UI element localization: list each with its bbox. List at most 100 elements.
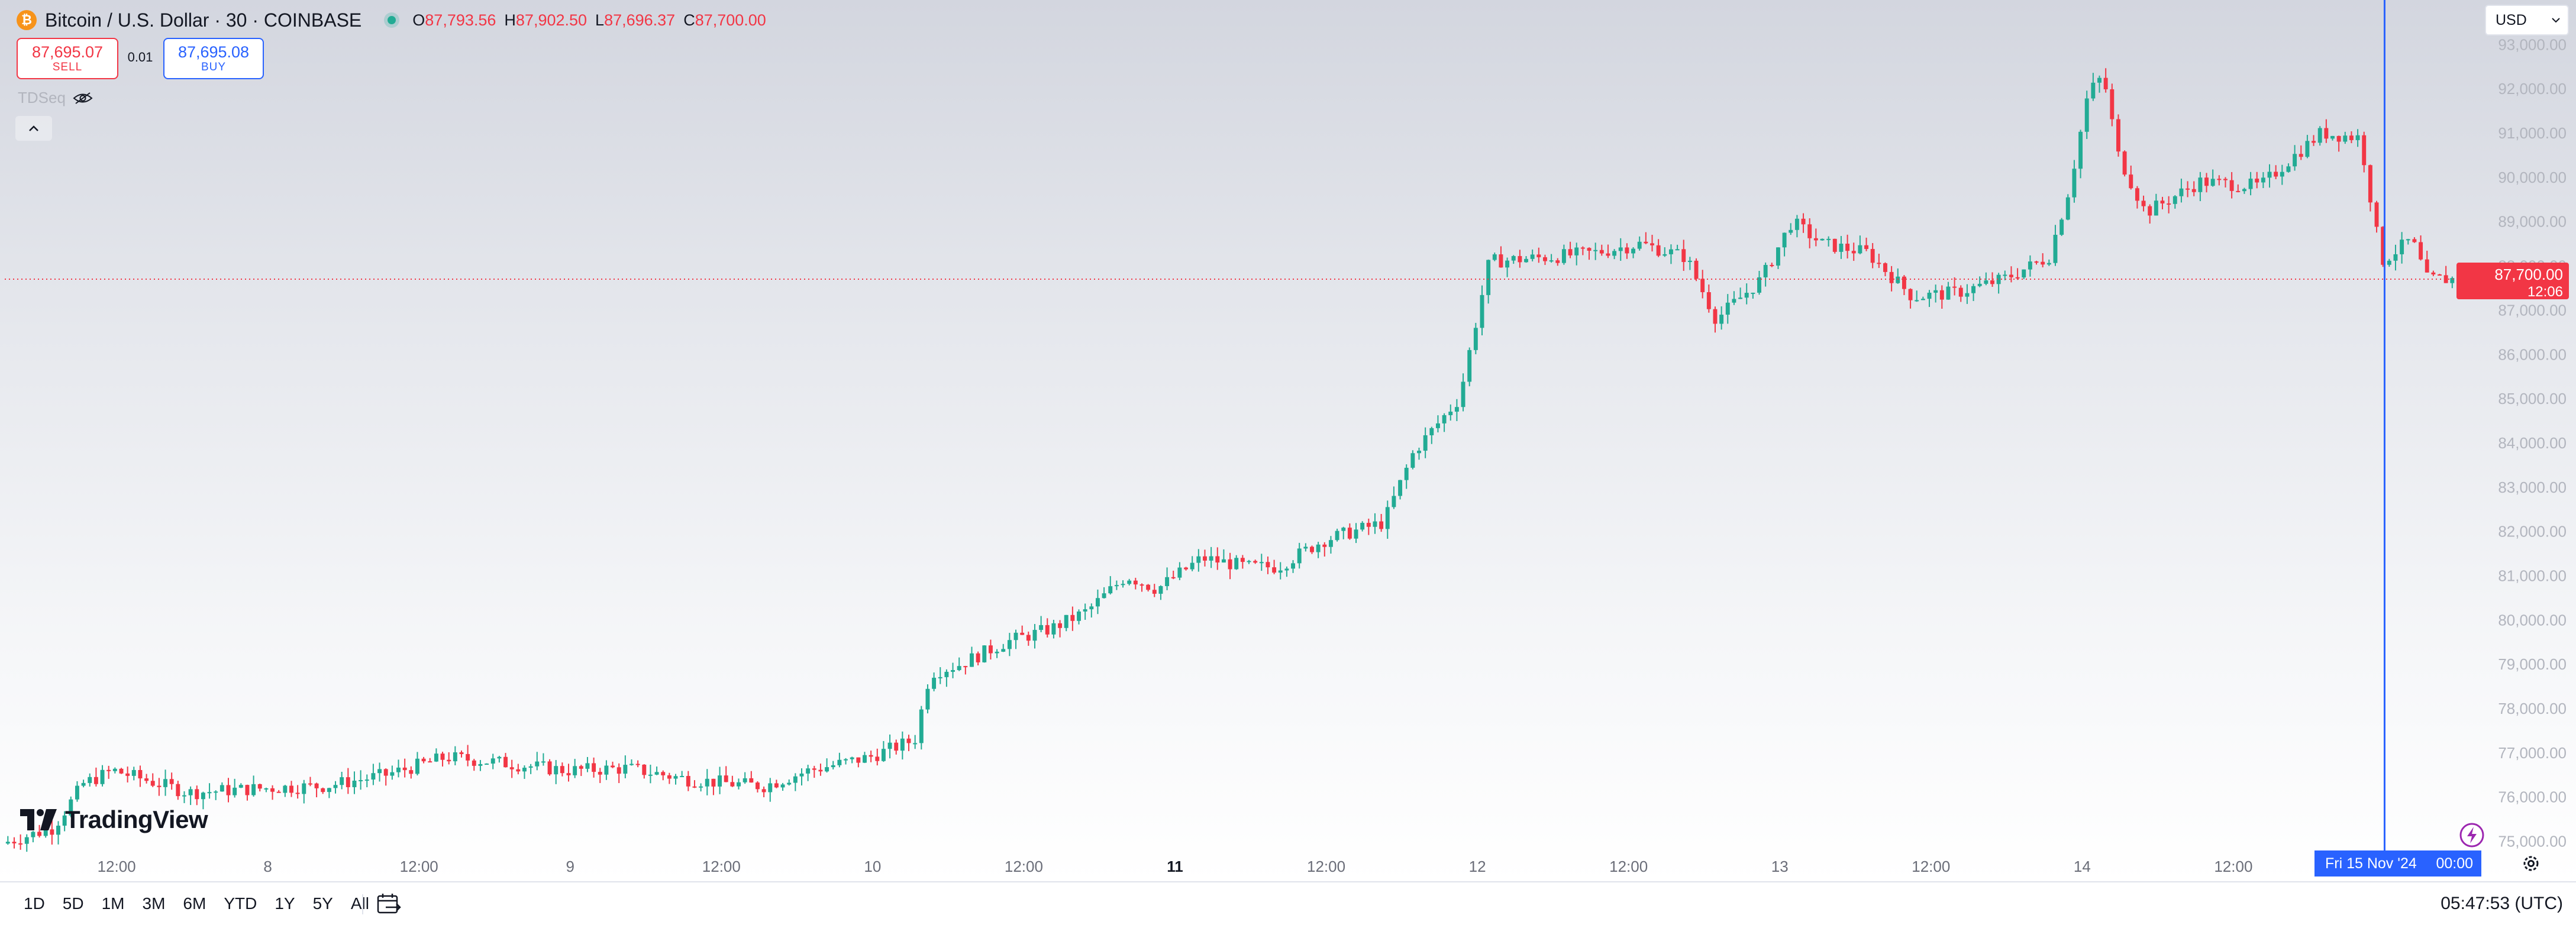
candle <box>2154 200 2158 216</box>
collapse-legend-button[interactable] <box>15 116 52 141</box>
candle <box>226 785 231 795</box>
candle <box>661 772 666 775</box>
indicator-name[interactable]: TDSeq <box>18 89 66 106</box>
candle <box>421 758 426 762</box>
candle <box>327 788 331 793</box>
candle <box>1568 249 1573 255</box>
candle <box>799 773 804 777</box>
candle <box>1851 251 1856 254</box>
candle <box>1089 606 1094 610</box>
calendar-goto-icon[interactable] <box>376 893 402 916</box>
candle <box>2248 179 2253 189</box>
candle <box>1902 276 1906 289</box>
candle <box>1713 309 1718 324</box>
range-1y[interactable]: 1Y <box>275 894 295 913</box>
candle <box>24 837 29 844</box>
utc-clock[interactable]: 05:47:53 (UTC) <box>2441 894 2563 913</box>
candle <box>1020 632 1025 635</box>
candle <box>1184 567 1188 570</box>
candle <box>1637 241 1642 249</box>
candle <box>1303 546 1308 549</box>
candle <box>831 765 835 768</box>
settings-icon[interactable] <box>2519 852 2543 875</box>
ohlc-low: L87,696.37 <box>595 11 676 29</box>
candle <box>2167 203 2171 205</box>
buy-button[interactable]: 87,695.08 BUY <box>163 38 264 79</box>
candle <box>1952 286 1957 288</box>
candle <box>1574 247 1579 255</box>
candle <box>302 783 306 794</box>
candle <box>1776 247 1780 266</box>
candle <box>371 773 376 780</box>
range-ytd[interactable]: YTD <box>224 894 257 913</box>
symbol-title[interactable]: Bitcoin / U.S. Dollar · 30 · COINBASE <box>45 9 362 31</box>
candle <box>2186 188 2190 190</box>
candle <box>453 752 457 762</box>
candle <box>1694 260 1699 279</box>
tradingview-logo[interactable]: TradingView <box>20 806 208 834</box>
price-axis[interactable] <box>2454 0 2576 881</box>
candle <box>2312 141 2316 143</box>
range-6m[interactable]: 6M <box>183 894 206 913</box>
candle <box>1215 556 1220 563</box>
candle <box>1549 260 1554 262</box>
candle <box>1996 274 2001 284</box>
candle <box>686 776 690 787</box>
candle <box>2400 240 2404 254</box>
candle <box>1744 293 1749 298</box>
candle <box>1398 480 1403 496</box>
candle <box>1051 623 1056 635</box>
candle <box>642 764 647 775</box>
range-1d[interactable]: 1D <box>24 894 45 913</box>
symbol-header: ₿ Bitcoin / U.S. Dollar · 30 · COINBASE … <box>17 8 766 32</box>
candle <box>2046 263 2051 265</box>
candle <box>245 785 250 795</box>
range-all[interactable]: All <box>350 894 369 913</box>
range-1m[interactable]: 1M <box>101 894 125 913</box>
candle <box>1877 263 1881 264</box>
range-5d[interactable]: 5D <box>62 894 84 913</box>
eye-icon[interactable] <box>73 92 93 105</box>
x-tick-label: 13 <box>1771 858 1789 875</box>
candle <box>383 769 388 776</box>
candle <box>144 778 149 781</box>
candle <box>509 767 514 769</box>
candle <box>88 777 92 783</box>
candle <box>1360 523 1365 530</box>
candle <box>1524 258 1528 263</box>
price-chart[interactable]: 75,000.00 76,000.00 77,000.00 78,000.00 79,0… <box>0 0 2576 881</box>
candle <box>957 666 961 670</box>
candle <box>2103 77 2108 89</box>
candle <box>415 758 419 774</box>
candle <box>2084 98 2089 132</box>
candle <box>825 767 829 772</box>
candle <box>1410 453 1415 468</box>
range-5y[interactable]: 5Y <box>312 894 333 913</box>
range-3m[interactable]: 3M <box>142 894 166 913</box>
candle <box>1845 243 1850 251</box>
candle <box>1984 280 1989 284</box>
candle <box>37 832 42 836</box>
candle <box>711 778 716 787</box>
ohlc-open: O87,793.56 <box>412 11 496 29</box>
candle <box>2116 119 2120 152</box>
candle <box>913 743 918 745</box>
candle <box>1839 243 1844 252</box>
candle <box>579 766 583 769</box>
currency-select[interactable]: USD <box>2485 5 2569 35</box>
candle <box>352 780 357 787</box>
sell-button[interactable]: 87,695.07 SELL <box>17 38 118 79</box>
candle <box>2236 190 2241 192</box>
chart-area[interactable]: 75,000.00 76,000.00 77,000.00 78,000.00 79,0… <box>0 0 2576 881</box>
candle <box>560 766 564 774</box>
candle <box>1341 528 1346 531</box>
candle <box>1310 546 1314 552</box>
candle <box>1209 556 1213 561</box>
candle <box>1442 415 1447 423</box>
candle <box>2072 169 2077 198</box>
market-status-dot[interactable] <box>388 16 396 24</box>
candle <box>1820 238 1825 241</box>
candle <box>2255 179 2259 183</box>
lightning-icon[interactable] <box>2459 822 2485 848</box>
candle <box>2305 141 2310 157</box>
